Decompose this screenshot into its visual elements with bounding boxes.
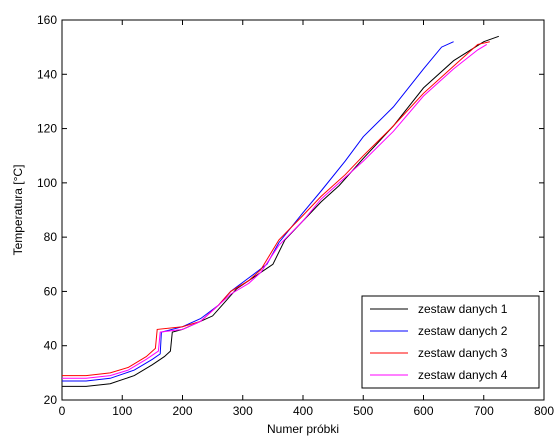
y-tick-label: 100 [37, 176, 57, 190]
y-tick-label: 120 [37, 122, 57, 136]
legend-box [361, 295, 540, 389]
x-tick-label: 500 [353, 404, 373, 418]
legend-label-3: zestaw danych 3 [418, 346, 508, 360]
x-tick-label: 0 [59, 404, 66, 418]
x-tick-label: 700 [474, 404, 494, 418]
series-lines [62, 35, 499, 387]
y-tick-label: 80 [44, 230, 58, 244]
x-tick-label: 400 [293, 404, 313, 418]
x-tick-label: 200 [172, 404, 192, 418]
y-tick-label: 160 [37, 13, 57, 27]
series-line-2 [62, 41, 454, 382]
legend: zestaw danych 1 zestaw danych 2 zestaw dan… [361, 295, 540, 389]
series-line-3 [62, 41, 490, 377]
y-tick-label: 140 [37, 67, 57, 81]
x-tick-label: 600 [413, 404, 433, 418]
y-tick-label: 40 [44, 339, 58, 353]
y-tick-label: 60 [44, 284, 58, 298]
x-tick-label: 100 [112, 404, 132, 418]
legend-label-2: zestaw danych 2 [418, 324, 508, 338]
y-axis-label: Temperatura [°C] [11, 165, 25, 256]
series-line-4 [62, 43, 488, 379]
x-tick-label: 300 [233, 404, 253, 418]
y-tick-label: 20 [44, 393, 58, 407]
x-axis-label: Numer próbki [267, 422, 339, 436]
axis-ticks: 0 100 200 300 400 500 600 700 800 20 40 60 80 100 120 1… [37, 13, 554, 418]
legend-label-1: zestaw danych 1 [418, 302, 508, 316]
legend-label-4: zestaw danych 4 [418, 368, 508, 382]
x-tick-label: 800 [534, 404, 554, 418]
